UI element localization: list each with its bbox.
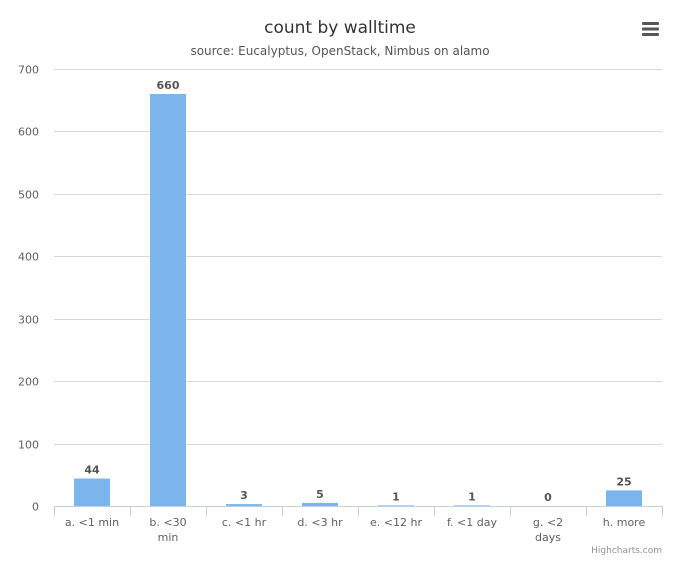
y-tick-label: 100 [18,439,39,452]
bar[interactable] [606,490,642,506]
data-label: 660 [157,79,180,92]
x-tick-label: f. <1 day [447,516,498,529]
chart-subtitle: source: Eucalyptus, OpenStack, Nimbus on… [190,44,489,58]
data-label: 1 [468,490,476,503]
data-label: 25 [616,475,631,488]
data-label: 0 [544,491,552,504]
hamburger-menu-icon [642,22,659,36]
x-tick-label: e. <12 hr [370,516,422,529]
y-tick-label: 300 [18,314,39,327]
bar[interactable] [226,504,262,506]
data-labels: 44 660 3 5 1 1 0 25 [84,79,631,504]
x-tick-label: g. <2 days [533,516,563,544]
data-label: 5 [316,488,324,501]
y-tick-label: 500 [18,189,39,202]
x-tick-label: b. <30 min [149,516,186,544]
bar[interactable] [302,502,338,506]
bar[interactable] [150,94,186,506]
menu-button[interactable] [636,17,666,41]
bar[interactable] [74,478,110,507]
credits-link[interactable]: Highcharts.com [591,546,662,556]
bar[interactable] [454,505,490,506]
x-tick-label: h. more [603,516,646,529]
data-label: 1 [392,490,400,503]
y-tick-label: 700 [18,64,39,77]
x-tick-label: a. <1 min [65,516,119,529]
y-tick-label: 400 [18,251,39,264]
x-tick-label: c. <1 hr [222,516,267,529]
chart-title: count by walltime [264,18,416,38]
y-tick-label: 200 [18,376,39,389]
data-label: 44 [84,464,100,477]
bars [74,94,642,506]
y-tick-label: 0 [32,501,39,514]
x-axis: a. <1 min b. <30 min c. <1 hr d. <3 hr e. <12… [54,506,663,544]
bar[interactable] [378,505,414,506]
y-tick-label: 600 [18,126,39,139]
data-label: 3 [240,489,248,502]
gridlines [54,69,662,445]
y-axis: 0 100 200 300 400 500 600 700 [18,64,39,514]
x-tick-label: d. <3 hr [297,516,343,529]
